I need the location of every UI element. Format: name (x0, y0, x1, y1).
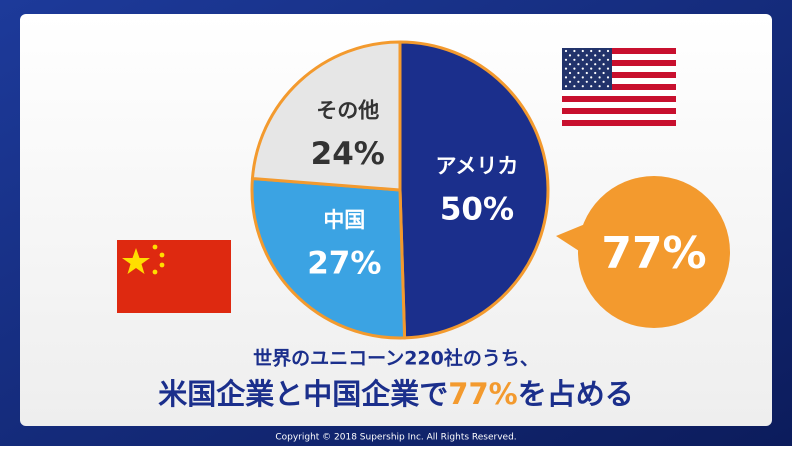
star (564, 58, 568, 61)
star (564, 85, 568, 88)
slice-label: 中国 (323, 208, 365, 232)
star (606, 67, 610, 70)
star (594, 63, 597, 66)
slice-value: 50% (440, 191, 514, 227)
title: 米国企業と中国企業で77%を占める (158, 377, 633, 411)
star (606, 49, 610, 53)
star (564, 76, 568, 79)
china-flag (117, 240, 231, 313)
star (577, 63, 580, 66)
star (594, 54, 597, 57)
star (568, 80, 572, 83)
star (585, 80, 588, 83)
star (585, 54, 588, 57)
star (602, 54, 605, 57)
star (568, 71, 572, 75)
star (602, 63, 605, 66)
slice-label: アメリカ (435, 154, 518, 178)
star (590, 85, 593, 88)
callout: 77% (556, 176, 730, 328)
star (573, 67, 576, 70)
pie: アメリカ 50% 中国 27% その他 24% (250, 40, 550, 340)
star (585, 71, 588, 75)
star (577, 54, 580, 57)
star (581, 67, 584, 70)
pie-slice (398, 40, 550, 340)
star (585, 63, 588, 66)
star (581, 85, 584, 88)
star (590, 58, 593, 61)
star (602, 80, 605, 83)
star (573, 85, 576, 88)
title-highlight: 77% (448, 377, 517, 411)
subtitle: 世界のユニコーン220社のうち、 (253, 347, 539, 370)
star (564, 49, 568, 53)
star (568, 54, 572, 57)
star (577, 71, 580, 75)
star (590, 76, 593, 79)
pie-slice (250, 177, 407, 340)
star (598, 85, 601, 88)
star (606, 58, 610, 61)
star (598, 58, 601, 61)
star (598, 67, 601, 70)
star (573, 58, 576, 61)
star (598, 49, 601, 53)
star (564, 67, 568, 70)
star (606, 76, 610, 79)
us-flag (562, 48, 676, 126)
callout-text: 77% (601, 228, 706, 279)
star (590, 67, 593, 70)
star (602, 71, 605, 75)
star (590, 49, 593, 53)
star (573, 76, 576, 79)
star (598, 76, 601, 79)
star (568, 63, 572, 66)
pie-slice (250, 40, 402, 192)
slice-value: 24% (311, 136, 385, 172)
title-part: 米国企業と中国企業で (158, 377, 448, 411)
star (581, 58, 584, 61)
slice-value: 27% (307, 246, 381, 282)
slice-label: その他 (316, 99, 379, 123)
star (581, 76, 584, 79)
star (594, 71, 597, 75)
footer: Copyright © 2018 Supership Inc. All Righ… (275, 433, 516, 443)
star (606, 85, 610, 88)
star (577, 80, 580, 83)
star (581, 49, 584, 53)
title-part: を占める (518, 377, 634, 411)
star (573, 49, 576, 53)
star (594, 80, 597, 83)
